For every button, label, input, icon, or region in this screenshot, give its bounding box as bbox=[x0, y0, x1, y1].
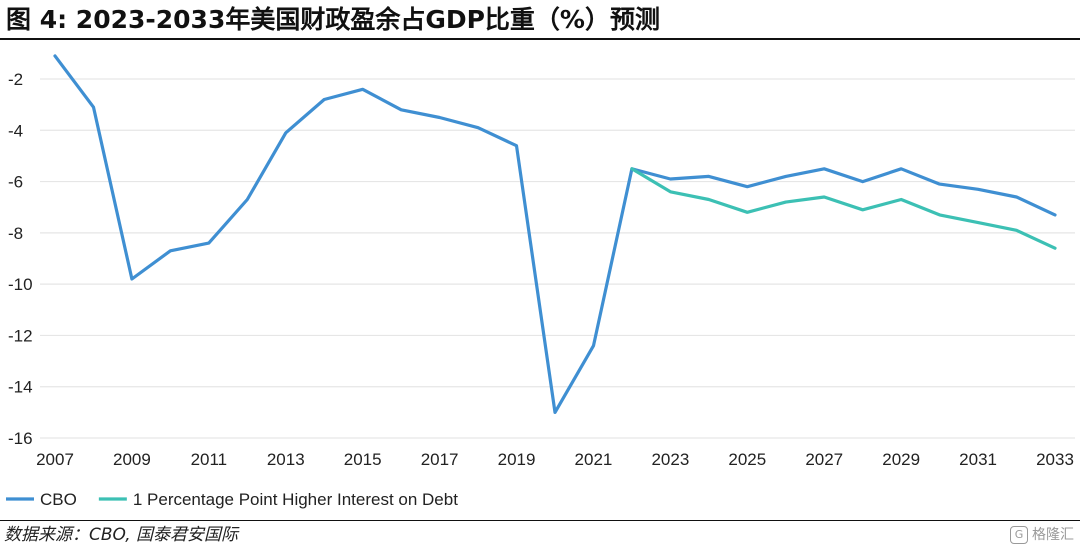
x-tick-label: 2009 bbox=[113, 450, 151, 469]
x-tick-label: 2019 bbox=[498, 450, 536, 469]
source-note: 数据来源：CBO, 国泰君安国际 bbox=[4, 525, 239, 545]
x-axis-ticks: 2007 2009 2011 2013 2015 2017 2019 2021 2023 2025… bbox=[36, 450, 1074, 469]
x-tick-label: 2025 bbox=[728, 450, 766, 469]
y-tick-label: -14 bbox=[8, 378, 33, 397]
y-tick-label: -10 bbox=[8, 275, 33, 294]
series-line-2 bbox=[630, 167, 1057, 250]
g-logo-icon: G bbox=[1010, 526, 1028, 544]
y-tick-label: -6 bbox=[8, 173, 23, 192]
watermark: G 格隆汇 bbox=[1010, 524, 1074, 546]
x-tick-label: 2015 bbox=[344, 450, 382, 469]
x-tick-label: 2033 bbox=[1036, 450, 1074, 469]
y-axis-ticks: -2 -4 -6 -8 -10 -12 -14 -16 bbox=[8, 70, 33, 448]
y-tick-label: -8 bbox=[8, 224, 23, 243]
y-tick-label: -4 bbox=[8, 121, 23, 140]
x-tick-label: 2017 bbox=[421, 450, 459, 469]
watermark-text: 格隆汇 bbox=[1032, 527, 1074, 543]
x-tick-label: 2013 bbox=[267, 450, 305, 469]
legend-label-1: CBO bbox=[40, 490, 77, 509]
top-rule bbox=[0, 38, 1080, 40]
series-lines bbox=[53, 54, 1057, 414]
x-tick-label: 2011 bbox=[191, 450, 228, 469]
line-chart: -2 -4 -6 -8 -10 -12 -14 -16 2007 2009 2011 2013 201… bbox=[6, 54, 1075, 509]
y-tick-label: -12 bbox=[8, 326, 33, 345]
grid-lines bbox=[40, 78, 1075, 439]
chart-legend: CBO 1 Percentage Point Higher Interest on… bbox=[6, 490, 458, 509]
figure-title: 图 4: 2023-2033年美国财政盈余占GDP比重（%）预测 bbox=[6, 5, 660, 34]
x-tick-label: 2007 bbox=[36, 450, 74, 469]
x-tick-label: 2027 bbox=[805, 450, 843, 469]
bottom-rule bbox=[0, 520, 1080, 521]
series-line-1 bbox=[53, 54, 1057, 414]
x-tick-label: 2029 bbox=[882, 450, 920, 469]
x-tick-label: 2023 bbox=[651, 450, 689, 469]
y-tick-label: -16 bbox=[8, 429, 33, 448]
x-tick-label: 2031 bbox=[959, 450, 997, 469]
legend-label-2: 1 Percentage Point Higher Interest on De… bbox=[133, 490, 458, 509]
y-tick-label: -2 bbox=[8, 70, 23, 89]
x-tick-label: 2021 bbox=[575, 450, 613, 469]
